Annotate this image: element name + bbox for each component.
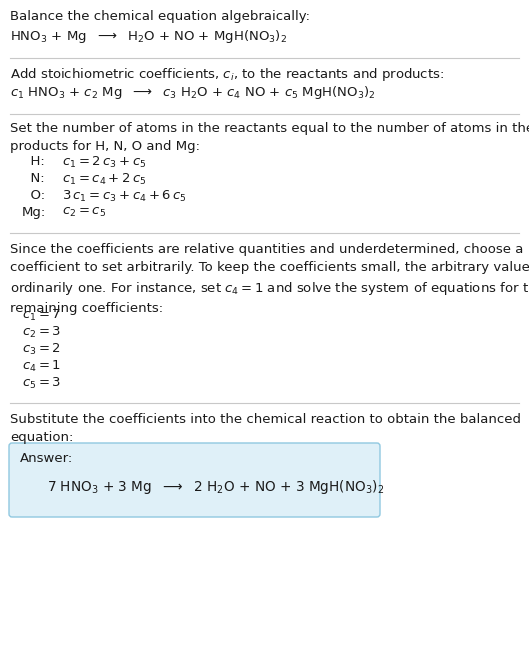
Text: 7 HNO$_3$ + 3 Mg  $\longrightarrow$  2 H$_2$O + NO + 3 MgH(NO$_3$)$_2$: 7 HNO$_3$ + 3 Mg $\longrightarrow$ 2 H$_… [47, 478, 384, 496]
Text: $3\,c_1 = c_3 + c_4 + 6\,c_5$: $3\,c_1 = c_3 + c_4 + 6\,c_5$ [62, 189, 187, 204]
Text: $c_2 = 3$: $c_2 = 3$ [22, 325, 61, 340]
Text: $c_1 = 2\,c_3 + c_5$: $c_1 = 2\,c_3 + c_5$ [62, 155, 147, 170]
Text: Substitute the coefficients into the chemical reaction to obtain the balanced
eq: Substitute the coefficients into the che… [10, 413, 521, 444]
Text: N:: N: [22, 172, 44, 185]
Text: $c_1$ HNO$_3$ + $c_2$ Mg  $\longrightarrow$  $c_3$ H$_2$O + $c_4$ NO + $c_5$ MgH: $c_1$ HNO$_3$ + $c_2$ Mg $\longrightarro… [10, 84, 376, 101]
Text: Answer:: Answer: [20, 452, 73, 465]
Text: $c_4 = 1$: $c_4 = 1$ [22, 359, 61, 374]
Text: $c_1 = 7$: $c_1 = 7$ [22, 308, 61, 323]
FancyBboxPatch shape [9, 443, 380, 517]
Text: H:: H: [22, 155, 45, 168]
Text: Since the coefficients are relative quantities and underdetermined, choose a
coe: Since the coefficients are relative quan… [10, 243, 529, 315]
Text: Set the number of atoms in the reactants equal to the number of atoms in the
pro: Set the number of atoms in the reactants… [10, 122, 529, 153]
Text: Mg:: Mg: [22, 206, 46, 219]
Text: HNO$_3$ + Mg  $\longrightarrow$  H$_2$O + NO + MgH(NO$_3$)$_2$: HNO$_3$ + Mg $\longrightarrow$ H$_2$O + … [10, 28, 287, 45]
Text: Balance the chemical equation algebraically:: Balance the chemical equation algebraica… [10, 10, 310, 23]
Text: $c_5 = 3$: $c_5 = 3$ [22, 376, 61, 391]
Text: $c_2 = c_5$: $c_2 = c_5$ [62, 206, 106, 219]
Text: Add stoichiometric coefficients, $c_i$, to the reactants and products:: Add stoichiometric coefficients, $c_i$, … [10, 66, 444, 83]
Text: O:: O: [22, 189, 45, 202]
Text: $c_1 = c_4 + 2\,c_5$: $c_1 = c_4 + 2\,c_5$ [62, 172, 147, 187]
Text: $c_3 = 2$: $c_3 = 2$ [22, 342, 61, 357]
